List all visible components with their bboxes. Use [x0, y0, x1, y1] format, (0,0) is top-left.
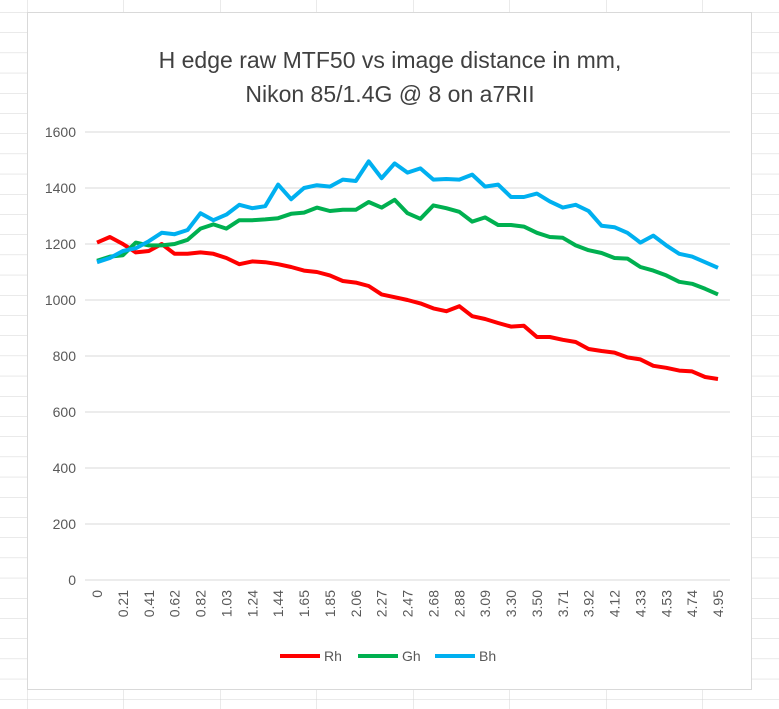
- x-tick-label: 3.92: [581, 590, 597, 617]
- x-tick-label: 2.06: [348, 590, 364, 617]
- x-tick-label: 1.03: [218, 590, 234, 617]
- x-tick-label: 3.30: [503, 590, 519, 617]
- x-tick-label: 3.50: [529, 590, 545, 617]
- y-tick-label: 600: [53, 404, 77, 420]
- x-tick-label: 0.62: [167, 590, 183, 617]
- x-tick-label: 1.24: [244, 590, 260, 617]
- data-line: [96, 197, 719, 297]
- x-tick-label: 3.71: [555, 590, 571, 617]
- x-tick-label: 1.85: [322, 590, 338, 617]
- legend-label: Gh: [402, 648, 421, 664]
- data-line: [96, 235, 719, 381]
- x-tick-label: 0.82: [193, 590, 209, 617]
- y-tick-label: 800: [53, 348, 77, 364]
- x-tick-label: 2.88: [451, 590, 467, 617]
- y-tick-label: 1400: [45, 180, 76, 196]
- y-tick-label: 1000: [45, 292, 76, 308]
- x-tick-label: 4.12: [607, 590, 623, 617]
- x-tick-label: 2.47: [400, 590, 416, 617]
- x-tick-label: 4.53: [658, 590, 674, 617]
- x-tick-label: 2.68: [425, 590, 441, 617]
- y-tick-label: 400: [53, 460, 77, 476]
- legend-label: Bh: [479, 648, 496, 664]
- x-tick-label: 3.09: [477, 590, 493, 617]
- x-tick-label: 4.33: [632, 590, 648, 617]
- x-tick-label: 0.21: [115, 590, 131, 617]
- chart-title: H edge raw MTF50 vs image distance in mm…: [159, 47, 622, 73]
- chart-area[interactable]: [27, 12, 752, 690]
- data-line: [96, 159, 719, 270]
- y-tick-label: 200: [53, 516, 77, 532]
- x-tick-label: 0: [89, 590, 105, 598]
- x-tick-label: 2.27: [374, 590, 390, 617]
- legend-label: Rh: [324, 648, 342, 664]
- y-tick-label: 1600: [45, 124, 76, 140]
- y-tick-label: 0: [68, 572, 76, 588]
- y-tick-label: 1200: [45, 236, 76, 252]
- chart-title: Nikon 85/1.4G @ 8 on a7RII: [245, 81, 534, 107]
- x-tick-label: 0.41: [141, 590, 157, 617]
- x-tick-label: 4.74: [684, 590, 700, 617]
- x-tick-label: 4.95: [710, 590, 726, 617]
- x-tick-label: 1.65: [296, 590, 312, 617]
- x-tick-label: 1.44: [270, 590, 286, 617]
